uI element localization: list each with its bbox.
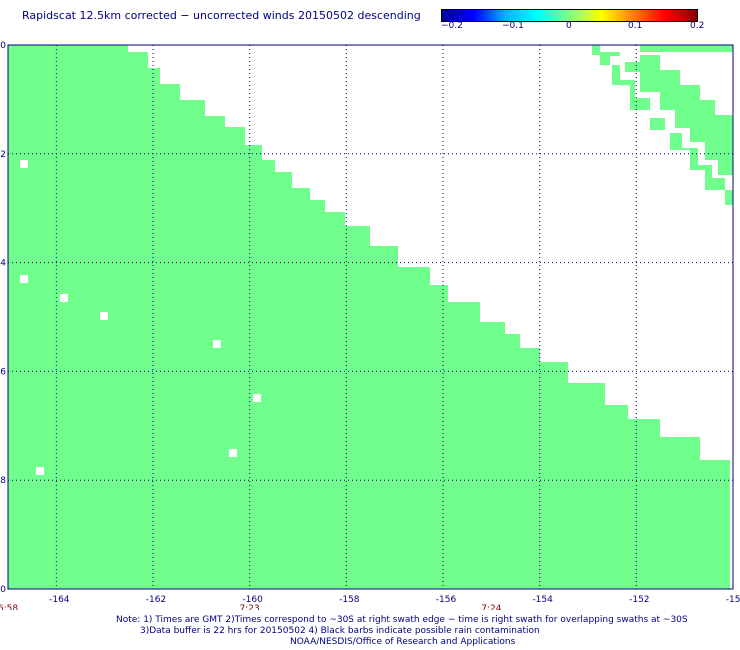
swath-gap	[600, 45, 733, 115]
wind-swath-main	[8, 45, 730, 589]
lat-tick-label: -36	[0, 367, 6, 377]
lon-tick-label: -160	[242, 595, 263, 605]
missing-cell	[60, 294, 68, 302]
missing-cell	[20, 275, 28, 283]
time-label: 7:24	[481, 604, 501, 610]
missing-cell	[229, 449, 237, 457]
missing-cell	[36, 467, 44, 475]
note-line-3: NOAA/NESDIS/Office of Research and Appli…	[290, 637, 516, 647]
missing-cell	[0, 170, 8, 178]
lon-tick-label: -150	[726, 595, 740, 605]
wind-map: -30 -32 -34 -36 -38 -40 -164 -162 -160 -158 -156 -1…	[0, 41, 740, 610]
lon-tick-label: -154	[532, 595, 553, 605]
map-title: Rapidscat 12.5km corrected − uncorrected…	[22, 9, 421, 22]
colorbar-tick: 0	[566, 21, 572, 31]
note-line-1: Note: 1) Times are GMT 2)Times correspon…	[116, 615, 688, 625]
lat-tick-label: -34	[0, 259, 6, 269]
time-label: 7:23	[240, 604, 260, 610]
lat-tick-label: -32	[0, 150, 6, 160]
lon-tick-label: -164	[49, 595, 70, 605]
lon-tick-label: -156	[436, 595, 457, 605]
note-line-2: 3)Data buffer is 22 hrs for 20150502 4) …	[140, 626, 540, 636]
missing-cell	[100, 312, 108, 320]
colorbar-tick: 0.2	[690, 21, 705, 31]
swath-gap	[610, 56, 733, 190]
colorbar-tick: 0.1	[628, 21, 643, 31]
lon-tick-label: -162	[146, 595, 166, 605]
colorbar-tick: −0.2	[441, 21, 463, 31]
colorbar	[441, 9, 698, 22]
missing-cell	[20, 160, 28, 168]
lat-tick-label: -40	[0, 585, 6, 595]
missing-cell	[253, 394, 261, 402]
time-label: 6:58	[0, 604, 18, 610]
colorbar-tick: −0.1	[502, 21, 524, 31]
map-frame	[7, 44, 734, 590]
lat-tick-label: -30	[0, 41, 6, 51]
lon-tick-label: -158	[339, 595, 360, 605]
lat-tick-label: -38	[0, 476, 6, 486]
lon-tick-label: -152	[629, 595, 649, 605]
missing-cell	[213, 340, 221, 348]
